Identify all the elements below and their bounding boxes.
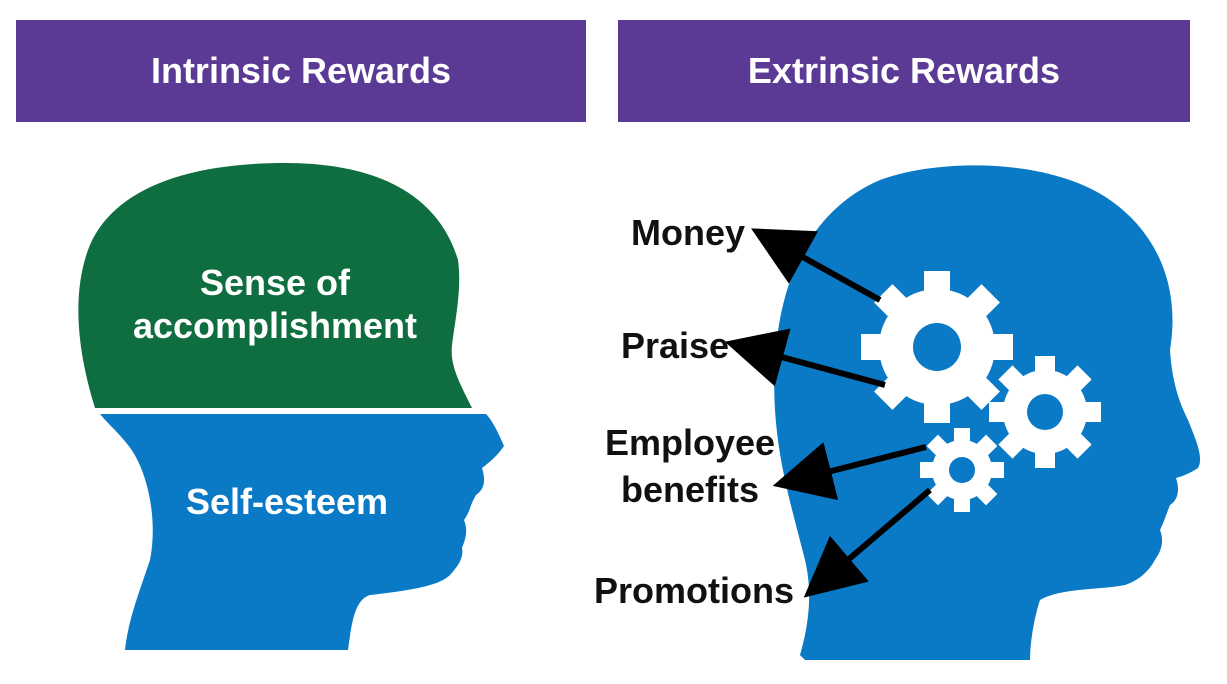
gears-group [861,271,1101,512]
head-bottom-blue [100,414,504,650]
intrinsic-rewards-header: Intrinsic Rewards [16,20,586,122]
medium-gear-icon [989,356,1101,468]
self-esteem-label: Self-esteem [186,481,388,522]
sense-of-label: Sense of [200,262,351,303]
money-label: Money [631,212,745,253]
money-arrow [751,228,882,303]
head-top-green [78,163,472,408]
extrinsic-rewards-title: Extrinsic Rewards [747,50,1061,91]
intrinsic-rewards-title: Intrinsic Rewards [150,50,452,91]
intrinsic-head: Sense of accomplishment Self-esteem [78,163,504,650]
promotions-label: Promotions [594,570,794,611]
accomplishment-label: accomplishment [133,305,417,346]
large-gear-icon [861,271,1013,423]
benefits-label: benefits [621,469,759,510]
small-gear-icon [920,428,1004,512]
promotions-arrow [803,487,932,598]
benefits-arrow [772,442,927,501]
extrinsic-head: Money Praise Employee benefits Promotion… [594,165,1201,660]
praise-arrow [724,328,886,388]
extrinsic-rewards-header: Extrinsic Rewards [618,20,1190,122]
employee-label: Employee [605,422,775,463]
head-silhouette-blue [774,165,1201,660]
praise-label: Praise [621,325,729,366]
